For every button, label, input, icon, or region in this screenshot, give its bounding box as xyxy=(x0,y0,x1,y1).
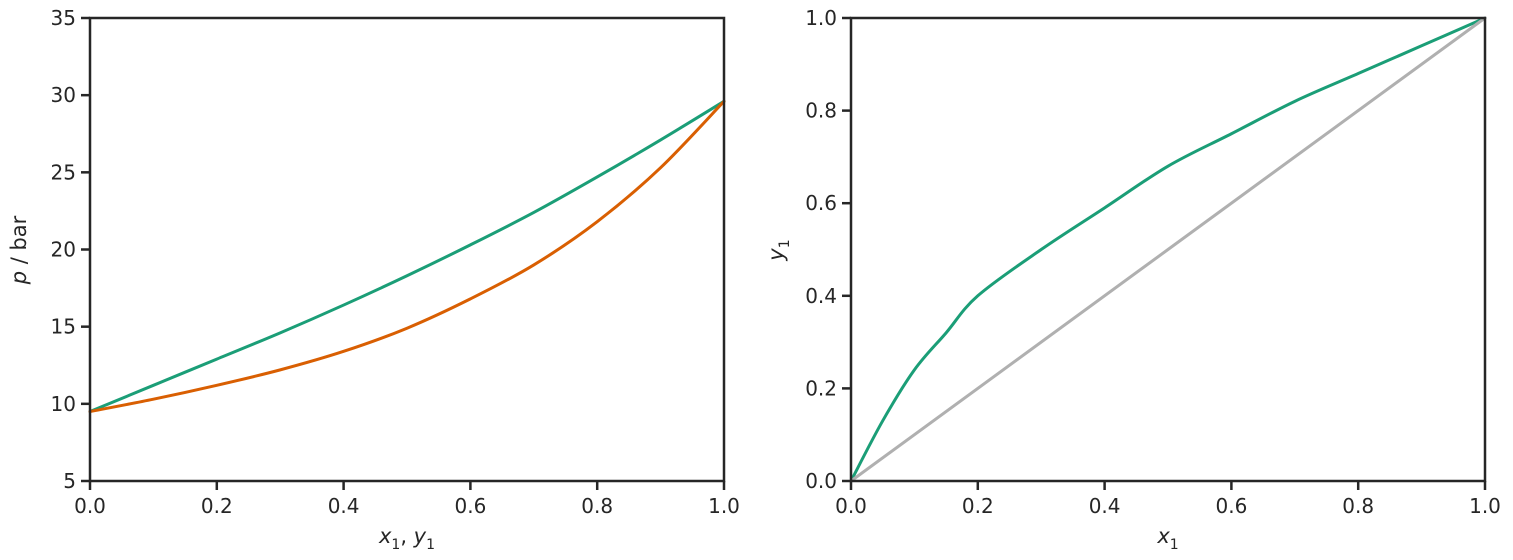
x-axis-label-sep: , xyxy=(400,524,413,548)
y-tick-label: 20 xyxy=(51,238,76,262)
y-tick-label: 15 xyxy=(51,315,76,339)
y-tick-label: 0.4 xyxy=(805,284,837,308)
x-axis-label-var2: y xyxy=(413,524,427,548)
y-tick-label: 10 xyxy=(51,392,76,416)
y-tick-label: 1.0 xyxy=(805,6,837,30)
y-tick-label: 0.0 xyxy=(805,469,837,493)
x-axis-label-sub2: 1 xyxy=(426,537,435,553)
plot-frame xyxy=(88,16,726,483)
xy-diagram-chart: 0.0 0.2 0.4 0.6 0.8 1.00.00.20.40.60.81.0 x1 … xyxy=(764,6,1501,553)
x-tick-label: 0.2 xyxy=(201,494,233,518)
x-axis-label-sub1: 1 xyxy=(391,537,400,553)
plot-frame xyxy=(849,16,1487,483)
x-tick-label: 0.6 xyxy=(454,494,486,518)
y-axis-label-unit: / bar xyxy=(7,215,31,271)
series-line-1 xyxy=(88,99,726,414)
series-line-2 xyxy=(849,16,1487,483)
x-axis-label-sub: 1 xyxy=(1170,537,1179,553)
x-tick-label: 1.0 xyxy=(1469,494,1501,518)
y-tick-label: 35 xyxy=(51,6,76,30)
x-tick-label: 0.0 xyxy=(835,494,867,518)
x-tick-label: 1.0 xyxy=(708,494,740,518)
y-axis-label: y1 xyxy=(764,239,793,261)
y-axis-label-sub: 1 xyxy=(777,239,793,248)
x-tick-label: 0.2 xyxy=(962,494,994,518)
x-tick-label: 0.4 xyxy=(328,494,360,518)
x-tick-label: 0.8 xyxy=(581,494,613,518)
y-tick-label: 30 xyxy=(51,83,76,107)
y-tick-label: 0.6 xyxy=(805,191,837,215)
y-tick-label: 0.8 xyxy=(805,99,837,123)
x-axis-label: x1 xyxy=(1156,524,1178,553)
y-tick-label: 5 xyxy=(63,469,76,493)
y-axis-label-var: y xyxy=(764,248,788,262)
y-tick-label: 0.2 xyxy=(805,376,837,400)
x-axis-label-var1: x xyxy=(378,524,392,548)
series-line-2 xyxy=(88,99,726,414)
x-tick-label: 0.0 xyxy=(74,494,106,518)
x-tick-label: 0.8 xyxy=(1342,494,1374,518)
y-axis-label-var: p xyxy=(7,271,31,285)
series-line-1 xyxy=(849,16,1487,483)
x-tick-label: 0.6 xyxy=(1215,494,1247,518)
x-tick-label: 0.4 xyxy=(1089,494,1121,518)
y-tick-label: 25 xyxy=(51,160,76,184)
x-axis-label: x1, y1 xyxy=(378,524,435,553)
y-axis-label: p / bar xyxy=(7,215,31,285)
x-axis-label-var: x xyxy=(1156,524,1170,548)
